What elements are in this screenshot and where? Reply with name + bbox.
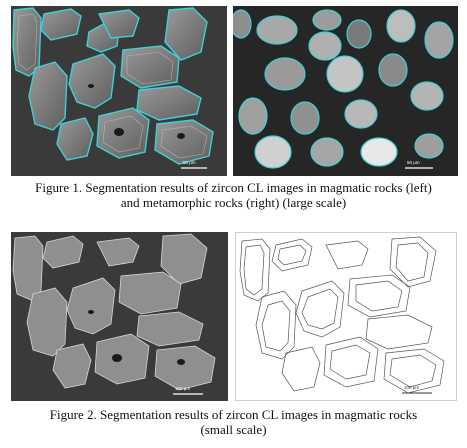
zircon-grains [12,233,216,391]
zircon-grain [40,8,82,41]
zircon-grains [233,9,454,169]
zircon-grain [410,81,444,111]
zircon-grain [346,19,372,49]
zircon-grain [12,235,44,301]
zircon-grain [378,53,408,87]
zircon-grain [96,237,140,267]
zircon-grain [136,85,202,121]
scale-bar-label: 50 μm [407,160,420,165]
scale-bar-label: 100 μm [175,386,190,391]
zircon-grain [66,277,116,335]
figure2-caption-line2: (small scale) [200,422,267,437]
figure1-magmatic-svg: 50 μm [12,7,214,169]
zircon-grain [238,97,268,135]
zircon-grain [52,343,92,389]
outline [323,336,379,388]
zircon-grain [308,31,342,61]
inclusions [88,310,185,365]
figure2-segmentation-sketch: 100 μm [235,232,457,401]
zircon-grain [326,55,364,93]
outline [347,274,411,318]
outline [239,238,271,302]
zircon-grain [42,235,84,269]
outline [383,348,445,394]
outline [271,238,313,272]
zircon-grain [264,57,306,91]
zircon-grain [26,287,68,357]
figure1-metamorphic-image: 50 μm [233,6,458,176]
outline [281,346,321,392]
outline [325,240,369,270]
zircon-grain [310,137,344,167]
inclusions [88,84,185,139]
zircon-grain [160,233,208,285]
growth-zoning [16,13,208,159]
zircon-grain [120,45,180,89]
figure2-caption-line1: Figure 2. Segmentation results of zircon… [49,407,418,422]
scale-bar-label: 50 μm [183,160,196,165]
zircon-grain [424,21,454,59]
zircon-grain [233,9,252,39]
zircon-grain [164,7,208,61]
zircon-grain [94,333,150,385]
zircon-grain [118,271,182,315]
zircon-grain [344,99,378,129]
figure1-caption: Figure 1. Segmentation results of zircon… [0,180,467,210]
outline [295,280,345,338]
zircon-grains [12,7,214,165]
zircon-grain [290,101,320,135]
zircon-grain [414,133,444,159]
zircon-grain [312,9,342,31]
figure2-caption: Figure 2. Segmentation results of zircon… [0,407,467,437]
zircon-grain [256,15,298,45]
scale-bar-label: 100 μm [404,385,419,390]
figure2-sketch-svg: 100 μm [239,236,445,394]
zircon-grain [360,137,398,167]
zircon-grain [136,311,204,347]
figure1-caption-line2: and metamorphic rocks (right) (large sca… [120,195,347,210]
figure1-caption-line1: Figure 1. Segmentation results of zircon… [35,180,432,195]
figure1-metamorphic-svg: 50 μm [233,9,454,169]
figure1-magmatic-image: 50 μm [11,6,227,176]
outline [255,290,297,360]
zircon-grain [386,9,416,43]
figure2-cl-svg: 100 μm [12,233,216,395]
zircon-grain [154,345,216,391]
zircon-grain [254,135,292,169]
zircon-grain [28,61,68,131]
zircon-grain [56,117,94,161]
figure2-cl-image: 100 μm [11,232,228,401]
outline [389,236,437,288]
zircon-grain [68,53,116,109]
outline [365,314,433,350]
zircon-grain [97,9,140,39]
segmentation-outlines [239,236,445,394]
